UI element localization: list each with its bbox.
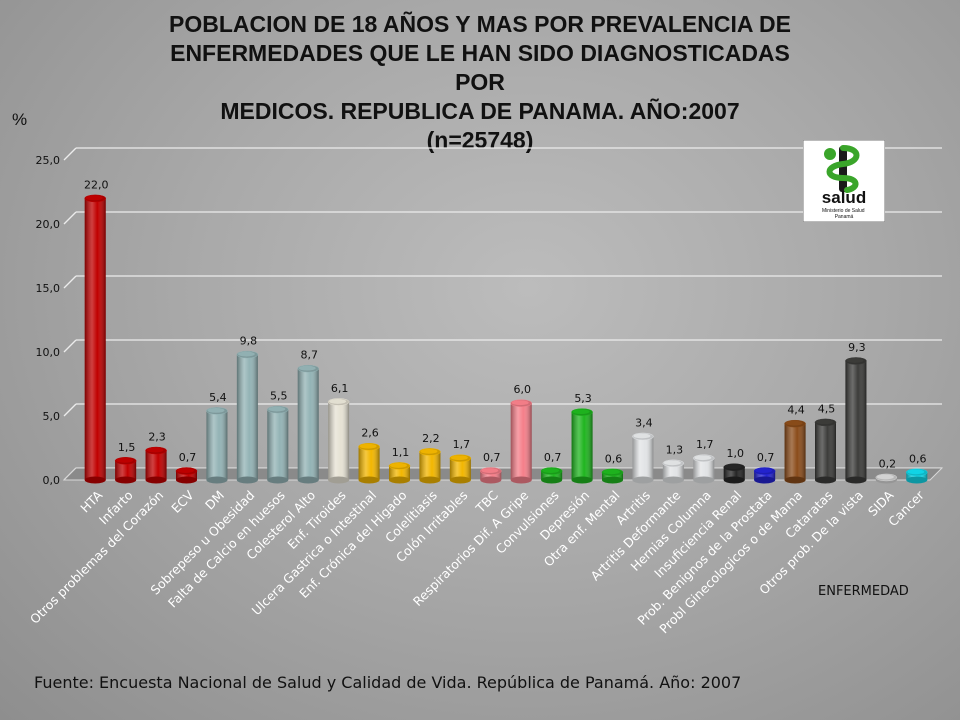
bar: [845, 357, 867, 484]
value-label: 8,7: [300, 349, 318, 362]
salud-logo: salud Ministerio de Salud Panamá: [802, 139, 886, 223]
x-axis-label: ENFERMEDAD: [818, 584, 909, 599]
logo-subtext: Ministerio de Salud Panamá: [822, 208, 866, 220]
gridline-side: [63, 339, 77, 353]
bar: [814, 418, 837, 484]
y-tick-label: 15,0: [36, 282, 61, 295]
bar: [906, 468, 928, 484]
category-label: DM: [202, 488, 227, 513]
bar: [84, 194, 106, 484]
y-tick-label: 25,0: [36, 154, 61, 167]
value-label: 4,4: [787, 404, 805, 417]
bar: [145, 446, 167, 484]
value-label: 0,6: [605, 452, 623, 465]
value-label: 5,3: [574, 392, 592, 405]
bar: [693, 454, 715, 484]
snake-staff-icon: salud Ministerio de Salud Panamá: [802, 139, 886, 223]
value-label: 0,2: [879, 457, 897, 470]
category-label: Otros problemas del Corazón: [27, 488, 166, 627]
value-label: 1,5: [118, 441, 136, 454]
bar: [175, 467, 198, 484]
y-tick-label: 10,0: [36, 346, 61, 359]
value-label: 9,8: [240, 335, 258, 348]
value-label: 1,7: [453, 438, 471, 451]
gridline-side: [63, 211, 77, 225]
value-label: 6,1: [331, 382, 349, 395]
y-tick-label: 20,0: [36, 218, 61, 231]
category-label: ECV: [168, 487, 197, 516]
value-label: 5,5: [270, 390, 288, 403]
bar: [388, 462, 411, 484]
value-label: 0,7: [483, 451, 501, 464]
bar: [449, 454, 472, 484]
bar: [480, 467, 502, 484]
bar: [206, 407, 228, 484]
value-label: 1,1: [392, 446, 410, 459]
value-label: 0,6: [909, 452, 927, 465]
bar: [540, 467, 563, 484]
bar: [114, 457, 137, 484]
value-label: 22,0: [84, 178, 109, 191]
gridline-side: [63, 403, 77, 417]
bar: [327, 398, 350, 484]
bar: [875, 473, 898, 484]
y-tick-label: 0,0: [43, 474, 61, 487]
bars-layer: [84, 194, 928, 484]
y-ticks-layer: 0,0 5,0 10,0 15,0 20,0 25,0: [36, 154, 61, 487]
value-label: 2,2: [422, 432, 440, 445]
value-label: 1,3: [666, 443, 684, 456]
bar: [297, 364, 319, 484]
source-footer: Fuente: Encuesta Nacional de Salud y Cal…: [34, 673, 742, 692]
bar: [632, 432, 654, 484]
value-label: 5,4: [209, 391, 227, 404]
value-label: 1,7: [696, 438, 714, 451]
bar: [753, 467, 776, 484]
value-labels-layer: 22,0 1,5 2,3 0,7 5,4 9,8 5,5 8,7 6,1 2,6 1,1 2,2 1,7…: [84, 178, 927, 470]
bar: [267, 405, 289, 484]
chart-title: POBLACION DE 18 AÑOS Y MAS POR PREVALENC…: [169, 11, 791, 153]
logo-text: salud: [822, 188, 866, 207]
gridline-side: [63, 147, 77, 161]
bar: [236, 350, 259, 484]
value-label: 3,4: [635, 416, 653, 429]
gridline-side: [63, 275, 77, 289]
value-label: 2,6: [361, 427, 379, 440]
value-label: 6,0: [513, 383, 531, 396]
bar: [510, 399, 532, 484]
y-tick-label: 5,0: [43, 410, 61, 423]
value-label: 0,7: [179, 451, 197, 464]
value-label: 4,5: [818, 402, 836, 415]
bar: [723, 463, 745, 484]
value-label: 9,3: [848, 341, 866, 354]
value-label: 1,0: [726, 447, 744, 460]
bar: [662, 459, 685, 484]
bar: [784, 419, 806, 484]
value-label: 0,7: [544, 451, 562, 464]
value-label: 2,3: [148, 431, 166, 444]
bar: [358, 442, 380, 484]
y-axis-label: %: [12, 110, 28, 129]
bar: [571, 408, 593, 484]
value-label: 0,7: [757, 451, 775, 464]
bar: [419, 448, 441, 484]
bar: [601, 468, 624, 484]
